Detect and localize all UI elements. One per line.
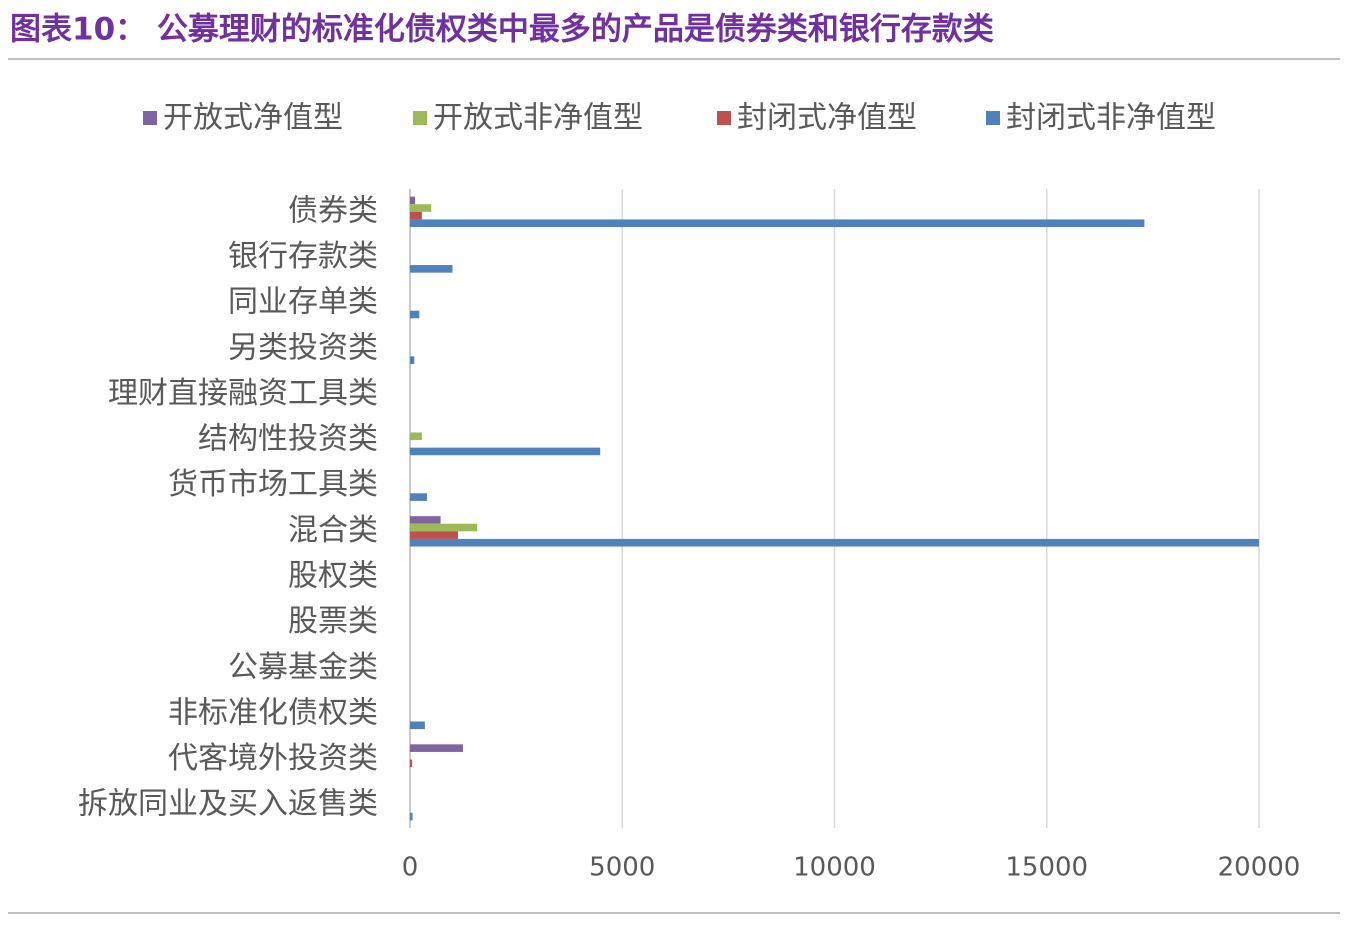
x-tick-label: 5000 [589,853,655,883]
y-tick-label: 同业存单类 [228,285,378,320]
x-tick-label: 15000 [1005,853,1088,883]
bar [410,432,422,441]
bar [410,204,432,212]
bar [410,531,458,539]
y-tick-label: 债券类 [288,193,378,228]
chart-title: 图表10： 公募理财的标准化债权类中最多的产品是债券类和银行存款类 [10,12,994,48]
bar [410,721,425,730]
y-tick-label: 非标准化债权类 [168,695,378,730]
bar [410,812,413,821]
x-tick-label: 10000 [793,853,876,883]
bar [410,211,422,220]
y-tick-label: 代客境外投资类 [168,741,378,776]
legend-swatch [986,111,1000,125]
bar [410,219,1145,228]
bar [410,493,427,501]
y-tick-label: 结构性投资类 [198,422,378,457]
y-tick-label: 货币市场工具类 [168,467,378,502]
y-tick-label: 另类投资类 [228,330,378,365]
y-tick-label: 公募基金类 [228,650,378,685]
x-tick-label: 20000 [1218,853,1301,883]
legend-label: 封闭式净值型 [737,101,917,136]
bar [410,196,416,205]
legend-swatch [717,111,731,125]
bar [410,447,601,456]
bar [410,523,478,532]
legend-label: 开放式非净值型 [433,101,643,136]
bar [410,516,441,524]
y-tick-label: 银行存款类 [228,239,378,274]
bar [410,744,464,752]
legend-swatch [413,111,427,125]
bar [410,310,420,319]
y-tick-label: 股权类 [288,558,378,593]
bar [410,538,1259,547]
legend-label: 封闭式非净值型 [1006,101,1216,136]
y-tick-label: 理财直接融资工具类 [108,376,378,411]
y-tick-label: 股票类 [288,604,378,639]
legend-label: 开放式净值型 [163,101,343,136]
y-tick-label: 拆放同业及买入返售类 [78,787,378,822]
bar [410,265,453,273]
x-tick-label: 0 [402,853,419,883]
bar [410,759,413,768]
y-tick-label: 混合类 [288,513,378,548]
bar [410,356,415,364]
legend-swatch [143,111,157,125]
